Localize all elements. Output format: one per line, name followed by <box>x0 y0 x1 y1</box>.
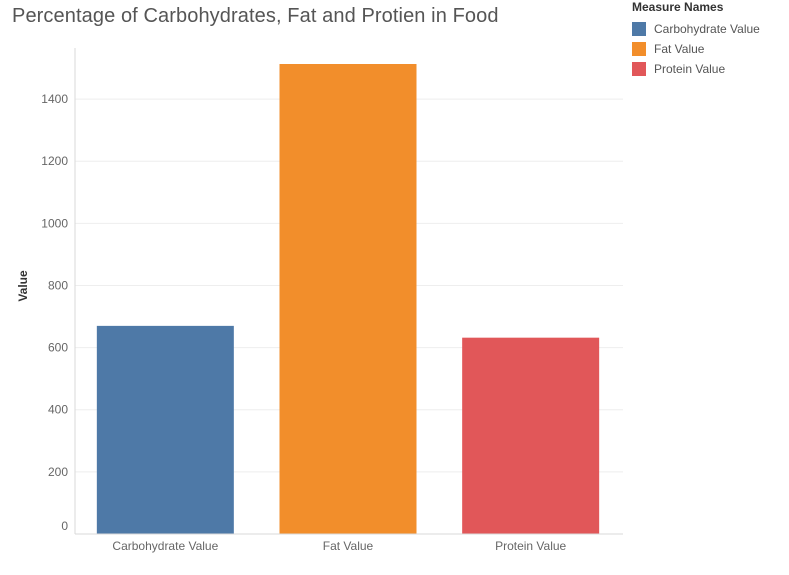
legend-title: Measure Names <box>632 0 724 14</box>
y-tick-label-1400: 1400 <box>41 92 68 106</box>
y-axis-title: Value <box>16 270 30 302</box>
legend-swatch-fat <box>632 42 646 56</box>
x-tick-label-fat-value: Fat Value <box>323 539 374 553</box>
x-tick-label-carbohydrate-value: Carbohydrate Value <box>112 539 218 553</box>
y-tick-label-1000: 1000 <box>41 216 68 230</box>
axes <box>74 48 623 535</box>
chart-title: Percentage of Carbohydrates, Fat and Pro… <box>12 5 499 27</box>
legend-swatch-protein <box>632 62 646 76</box>
y-tick-label-600: 600 <box>48 341 68 355</box>
legend-label-protein: Protein Value <box>654 62 726 76</box>
x-tick-label-protein-value: Protein Value <box>495 539 566 553</box>
bar-fat-value[interactable] <box>279 64 417 534</box>
legend-item-protein[interactable]: Protein Value <box>632 59 787 79</box>
y-tick-label-400: 400 <box>48 403 68 417</box>
bar-protein-value[interactable] <box>462 337 600 534</box>
legend: Measure Names Carbohydrate Value Fat Val… <box>632 0 787 79</box>
y-tick-label-0: 0 <box>61 519 68 533</box>
legend-swatch-carbohydrate <box>632 22 646 36</box>
legend-item-fat[interactable]: Fat Value <box>632 39 787 59</box>
legend-label-carbohydrate: Carbohydrate Value <box>654 22 760 36</box>
y-tick-label-200: 200 <box>48 465 68 479</box>
y-tick-label-800: 800 <box>48 278 68 292</box>
bars <box>96 64 600 534</box>
legend-item-carbohydrate[interactable]: Carbohydrate Value <box>632 19 787 39</box>
tick-labels: 0 200 400 600 800 1000 1200 1400 Carbohydrate Va… <box>41 92 566 553</box>
bar-carbohydrate-value[interactable] <box>96 325 234 534</box>
y-tick-label-1200: 1200 <box>41 154 68 168</box>
legend-label-fat: Fat Value <box>654 42 705 56</box>
